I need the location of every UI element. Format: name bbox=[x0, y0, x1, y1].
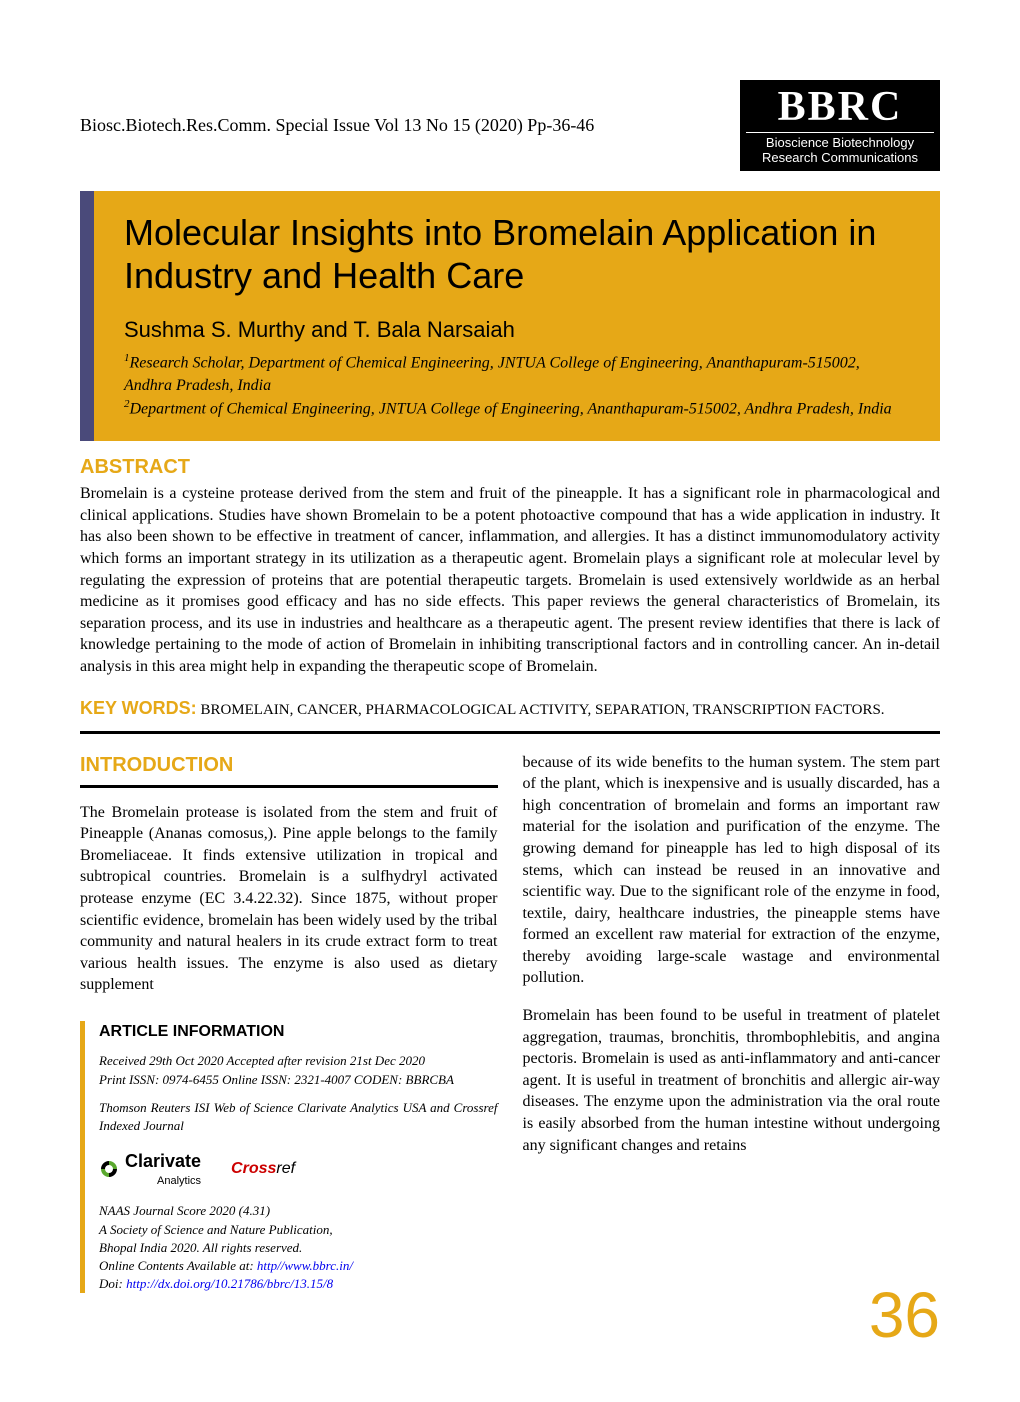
two-column-body: INTRODUCTION The Bromelain protease is i… bbox=[80, 752, 940, 1294]
online-url[interactable]: http//www.bbrc.in/ bbox=[257, 1258, 353, 1273]
left-column: INTRODUCTION The Bromelain protease is i… bbox=[80, 752, 498, 1294]
intro-paragraph-right-2: Bromelain has been found to be useful in… bbox=[523, 1005, 941, 1156]
keywords-label: KEY WORDS: bbox=[80, 698, 197, 718]
authors: Sushma S. Murthy and T. Bala Narsaiah bbox=[124, 317, 910, 343]
keywords-text: BROMELAIN, CANCER, PHARMACOLOGICAL ACTIV… bbox=[197, 702, 885, 718]
title-block: Molecular Insights into Bromelain Applic… bbox=[80, 191, 940, 441]
clarivate-logo: Clarivate Analytics bbox=[99, 1149, 201, 1188]
intro-paragraph-left: The Bromelain protease is isolated from … bbox=[80, 802, 498, 996]
page-number: 36 bbox=[869, 1278, 940, 1352]
logo-subtitle: Bioscience Biotechnology Research Commun… bbox=[746, 132, 934, 165]
naas-score: NAAS Journal Score 2020 (4.31) bbox=[99, 1203, 270, 1218]
online-prefix: Online Contents Available at: bbox=[99, 1258, 257, 1273]
indexed-line: Thomson Reuters ISI Web of Science Clari… bbox=[99, 1099, 498, 1135]
clarivate-icon bbox=[99, 1159, 119, 1179]
journal-reference: Biosc.Biotech.Res.Comm. Special Issue Vo… bbox=[80, 115, 594, 136]
introduction-heading: INTRODUCTION bbox=[80, 752, 498, 788]
article-info-heading: ARTICLE INFORMATION bbox=[99, 1021, 498, 1043]
rights-line: Bhopal India 2020. All rights reserved. bbox=[99, 1240, 302, 1255]
section-divider bbox=[80, 731, 940, 734]
footer-info: NAAS Journal Score 2020 (4.31) A Society… bbox=[99, 1202, 498, 1293]
affiliation-1: 1Research Scholar, Department of Chemica… bbox=[124, 351, 910, 397]
affiliation-2: 2Department of Chemical Engineering, JNT… bbox=[124, 397, 910, 421]
received-line: Received 29th Oct 2020 Accepted after re… bbox=[99, 1052, 498, 1088]
intro-paragraph-right-1: because of its wide benefits to the huma… bbox=[523, 752, 941, 990]
header-row: Biosc.Biotech.Res.Comm. Special Issue Vo… bbox=[80, 80, 940, 171]
article-information-box: ARTICLE INFORMATION Received 29th Oct 20… bbox=[80, 1021, 498, 1293]
right-column: because of its wide benefits to the huma… bbox=[523, 752, 941, 1294]
doi-url[interactable]: http://dx.doi.org/10.21786/bbrc/13.15/8 bbox=[126, 1276, 333, 1291]
journal-logo: BBRC Bioscience Biotechnology Research C… bbox=[740, 80, 940, 171]
crossref-logo: Crossref bbox=[231, 1158, 295, 1180]
index-logos: Clarivate Analytics Crossref bbox=[99, 1149, 498, 1188]
doi-prefix: Doi: bbox=[99, 1276, 126, 1291]
society-line: A Society of Science and Nature Publicat… bbox=[99, 1222, 333, 1237]
article-title: Molecular Insights into Bromelain Applic… bbox=[124, 211, 910, 297]
keywords-row: KEY WORDS: BROMELAIN, CANCER, PHARMACOLO… bbox=[80, 698, 940, 719]
abstract-heading: ABSTRACT bbox=[80, 456, 940, 479]
abstract-text: Bromelain is a cysteine protease derived… bbox=[80, 483, 940, 677]
logo-acronym: BBRC bbox=[746, 86, 934, 128]
